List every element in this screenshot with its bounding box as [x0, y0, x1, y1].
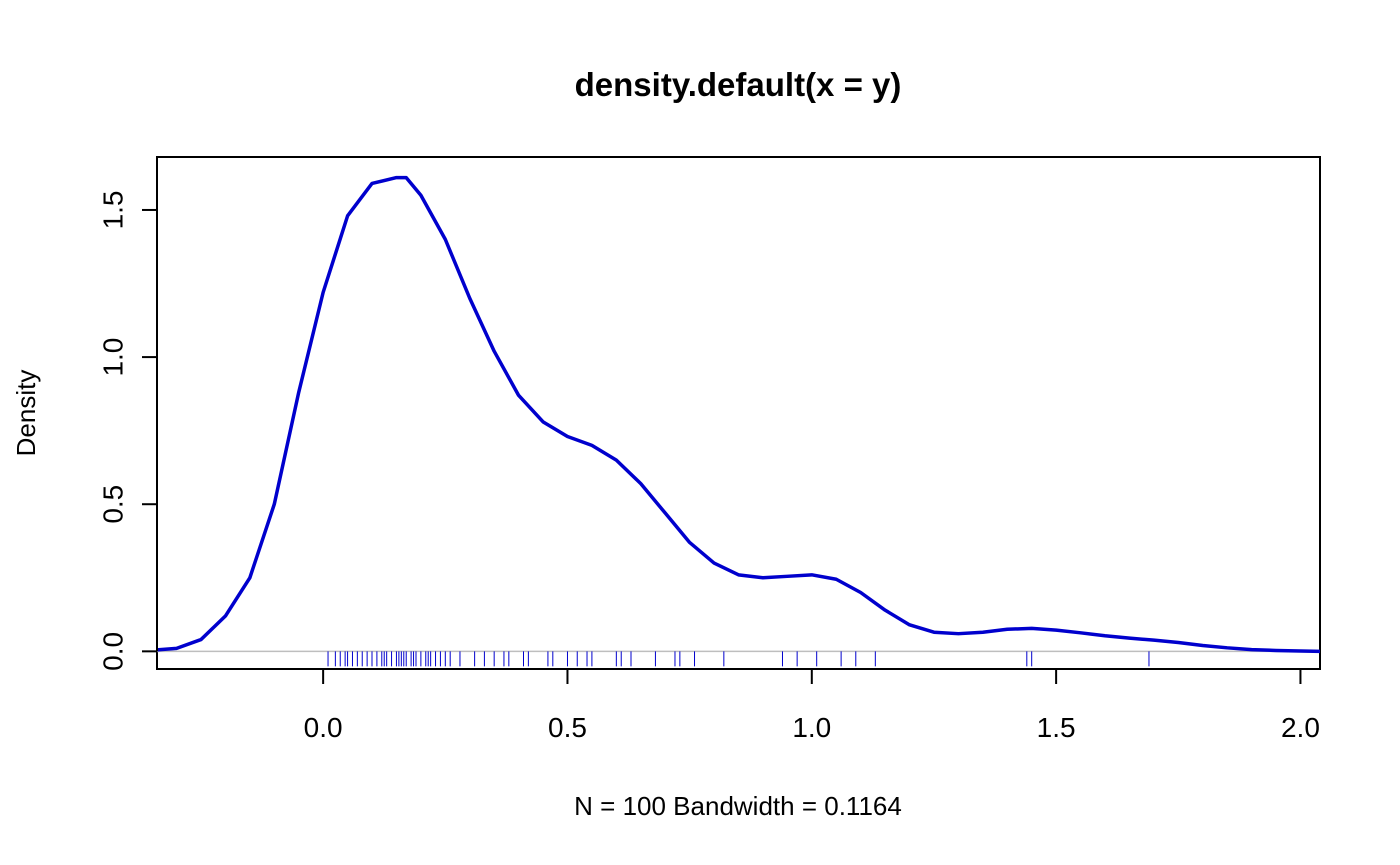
x-tick-label: 1.5 [1037, 712, 1076, 743]
x-tick-label: 0.0 [304, 712, 343, 743]
density-curve [156, 175, 1321, 654]
y-axis: 0.0 0.5 1.0 1.5 [97, 190, 158, 671]
y-tick-label: 1.5 [97, 190, 128, 229]
y-tick-label: 0.5 [97, 485, 128, 524]
x-axis: 0.0 0.5 1.0 1.5 2.0 [304, 668, 1320, 743]
x-tick-label: 2.0 [1281, 712, 1320, 743]
x-tick-label: 0.5 [548, 712, 587, 743]
y-tick-label: 0.0 [97, 632, 128, 671]
x-tick-label: 1.0 [792, 712, 831, 743]
y-axis-label: Density [11, 370, 41, 457]
rug [327, 651, 1150, 667]
x-axis-label: N = 100 Bandwidth = 0.1164 [574, 791, 902, 821]
plot-frame [156, 156, 1321, 670]
chart-title: density.default(x = y) [575, 66, 902, 103]
y-tick-label: 1.0 [97, 338, 128, 377]
